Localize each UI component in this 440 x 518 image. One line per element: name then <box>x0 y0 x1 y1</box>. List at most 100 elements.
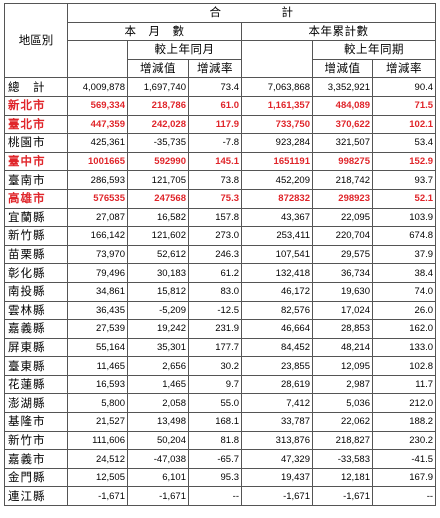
region-cell: 南投縣 <box>4 281 68 302</box>
month-value-header-blank <box>67 40 128 79</box>
ytd-change-rate-cell: 102.8 <box>371 356 437 376</box>
ytd-value-cell: 23,855 <box>241 356 313 376</box>
month-change-value-cell: 2,656 <box>127 356 189 376</box>
ytd-change-rate-cell: 38.4 <box>371 263 437 283</box>
month-change-value-cell: 1,465 <box>127 374 189 395</box>
month-change-value-cell: 121,705 <box>127 170 189 190</box>
ytd-change-value-cell: 370,622 <box>312 114 373 135</box>
region-cell: 雲林縣 <box>4 300 68 321</box>
month-change-value-cell: 50,204 <box>127 430 189 451</box>
month-value-cell: 21,527 <box>67 412 128 432</box>
ytd-change-rate-cell: 26.0 <box>371 300 437 321</box>
ytd-change-value-cell: 220,704 <box>312 226 373 246</box>
ytd-change-rate-cell: 53.4 <box>371 133 437 153</box>
region-cell: 新竹市 <box>4 430 68 451</box>
ytd-change-value-cell: 29,575 <box>312 244 373 265</box>
ytd-value-header-blank <box>241 40 313 79</box>
ytd-value-cell: 19,437 <box>241 467 313 488</box>
ytd-change-rate-cell: 11.7 <box>371 374 437 395</box>
month-change-value-cell: 1,697,740 <box>127 77 189 97</box>
ytd-change-rate-cell: 152.9 <box>371 151 437 172</box>
region-cell: 臺北市 <box>4 114 68 135</box>
month-value-cell: 1001665 <box>67 151 128 172</box>
table-row: 高雄市 576535 247568 75.3 872832 298923 52.1 <box>4 188 437 209</box>
region-cell: 嘉義市 <box>4 449 68 469</box>
month-value-cell: 111,606 <box>67 430 128 451</box>
month-change-value-cell: 35,301 <box>127 337 189 358</box>
ytd-change-rate-cell: 37.9 <box>371 244 437 265</box>
region-cell: 花蓮縣 <box>4 374 68 395</box>
table-row: 屏東縣 55,164 35,301 177.7 84,452 48,214 133.0 <box>4 337 437 358</box>
month-change-rate-cell: 95.3 <box>188 467 242 488</box>
ytd-change-rate-cell: -41.5 <box>371 449 437 469</box>
ytd-change-value-cell: 28,853 <box>312 319 373 339</box>
ytd-value-cell: -1,671 <box>241 486 313 507</box>
month-value-cell: 27,087 <box>67 207 128 228</box>
month-value-cell: 11,465 <box>67 356 128 376</box>
table-row: 嘉義縣 27,539 19,242 231.9 46,664 28,853 162.0 <box>4 319 437 339</box>
ytd-change-rate-cell: 674.8 <box>371 226 437 246</box>
month-value-cell: 36,435 <box>67 300 128 321</box>
month-value-cell: 34,861 <box>67 281 128 302</box>
month-change-rate-cell: 117.9 <box>188 114 242 135</box>
region-cell: 新北市 <box>4 95 68 116</box>
table-row: 新北市 569,334 218,786 61.0 1,161,357 484,089 71.… <box>4 95 437 116</box>
table-row: 南投縣 34,861 15,812 83.0 46,172 19,630 74.0 <box>4 281 437 302</box>
month-value-cell: 79,496 <box>67 263 128 283</box>
ytd-value-cell: 1,161,357 <box>241 95 313 116</box>
region-cell: 彰化縣 <box>4 263 68 283</box>
month-change-rate-cell: -- <box>188 486 242 507</box>
region-cell: 新竹縣 <box>4 226 68 246</box>
month-header: 本 月 數 <box>67 21 242 42</box>
ytd-change-value-cell: 484,089 <box>312 95 373 116</box>
region-cell: 嘉義縣 <box>4 319 68 339</box>
region-cell: 澎湖縣 <box>4 393 68 414</box>
ytd-value-cell: 33,787 <box>241 412 313 432</box>
ytd-value-cell: 107,541 <box>241 244 313 265</box>
month-change-value-cell: 13,498 <box>127 412 189 432</box>
month-value-cell: 447,359 <box>67 114 128 135</box>
month-change-rate-cell: 157.8 <box>188 207 242 228</box>
table-row: 雲林縣 36,435 -5,209 -12.5 82,576 17,024 26.0 <box>4 300 437 321</box>
ytd-change-value-cell: 998275 <box>312 151 373 172</box>
ytd-change-value-cell: -1,671 <box>312 486 373 507</box>
ytd-change-rate-cell: 102.1 <box>371 114 437 135</box>
ytd-change-value-cell: 218,827 <box>312 430 373 451</box>
ytd-change-rate-cell: 133.0 <box>371 337 437 358</box>
ytd-change-rate-cell: 188.2 <box>371 412 437 432</box>
statistics-table-container: 地區別 合 計 本 月 數 本年累計數 較上年同月 較上年同期 增減值 增減率 … <box>4 2 437 512</box>
table-row: 基隆市 21,527 13,498 168.1 33,787 22,062 188.2 <box>4 412 437 432</box>
month-change-rate-cell: 83.0 <box>188 281 242 302</box>
month-change-rate-cell: 9.7 <box>188 374 242 395</box>
month-change-rate-cell: -12.5 <box>188 300 242 321</box>
month-change-rate-cell: 231.9 <box>188 319 242 339</box>
month-change-rate-cell: 55.0 <box>188 393 242 414</box>
ytd-change-rate-cell: 212.0 <box>371 393 437 414</box>
region-cell: 基隆市 <box>4 412 68 432</box>
month-change-value-cell: 19,242 <box>127 319 189 339</box>
region-cell: 連江縣 <box>4 486 68 507</box>
yoy-ytd-header: 較上年同期 <box>311 40 437 60</box>
table-row: 新竹縣 166,142 121,602 273.0 253,411 220,704 674.… <box>4 226 437 246</box>
region-cell: 屏東縣 <box>4 337 68 358</box>
month-change-value-cell: -47,038 <box>127 449 189 469</box>
region-cell: 苗栗縣 <box>4 244 68 265</box>
table-row: 臺東縣 11,465 2,656 30.2 23,855 12,095 102.8 <box>4 356 437 376</box>
month-value-cell: 16,593 <box>67 374 128 395</box>
month-change-rate-cell: 61.0 <box>188 95 242 116</box>
month-value-cell: 166,142 <box>67 226 128 246</box>
table-row: 桃園市 425,361 -35,735 -7.8 923,284 321,507 53.4 <box>4 133 437 153</box>
month-change-rate-cell: 246.3 <box>188 244 242 265</box>
month-change-value-header: 增減值 <box>127 58 189 79</box>
ytd-value-cell: 46,172 <box>241 281 313 302</box>
region-cell: 桃園市 <box>4 133 68 153</box>
ytd-value-cell: 253,411 <box>241 226 313 246</box>
ytd-change-value-cell: 218,742 <box>312 170 373 190</box>
ytd-value-cell: 733,750 <box>241 114 313 135</box>
ytd-value-cell: 47,329 <box>241 449 313 469</box>
month-change-rate-cell: 273.0 <box>188 226 242 246</box>
ytd-change-rate-cell: 230.2 <box>371 430 437 451</box>
region-cell: 臺中市 <box>4 151 68 172</box>
month-change-value-cell: 592990 <box>127 151 189 172</box>
ytd-value-cell: 923,284 <box>241 133 313 153</box>
